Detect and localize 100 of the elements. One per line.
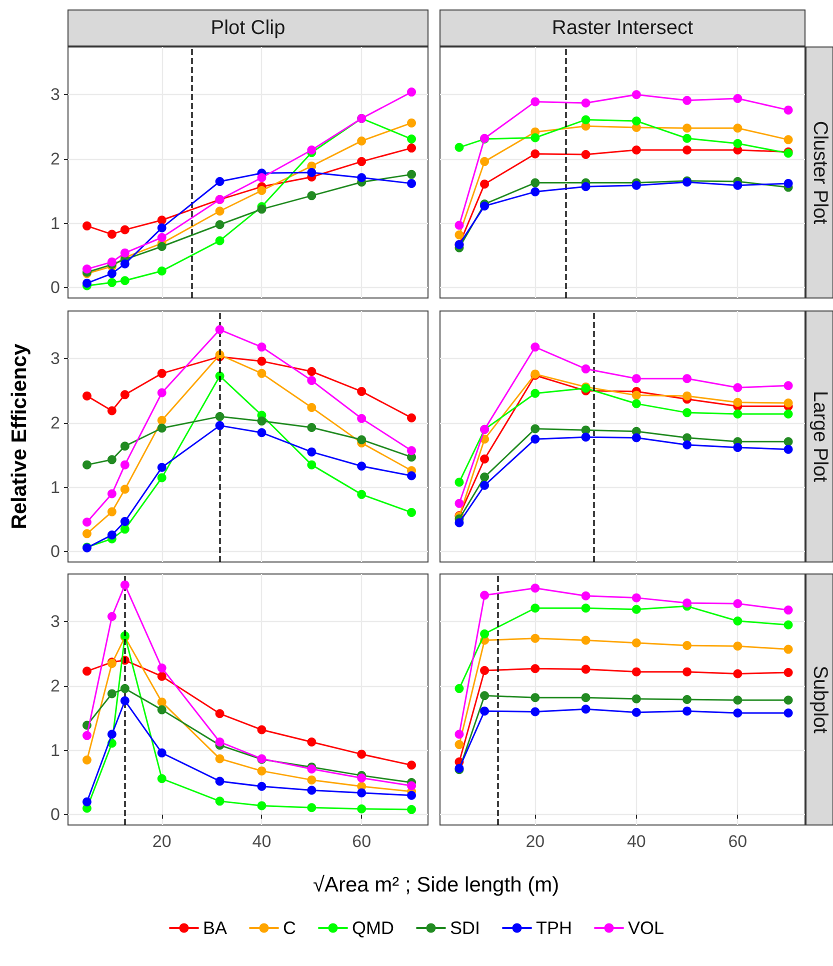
point — [733, 669, 742, 678]
point — [784, 106, 793, 115]
legend-label: VOL — [628, 918, 664, 938]
point — [530, 634, 540, 643]
point — [357, 750, 366, 759]
point — [307, 403, 316, 412]
point — [157, 698, 166, 707]
point — [107, 507, 116, 516]
point — [307, 775, 316, 784]
point — [107, 278, 116, 288]
x-tick-label: 40 — [252, 832, 272, 851]
point — [215, 325, 224, 334]
point — [107, 530, 116, 540]
point — [157, 368, 166, 378]
legend-label: BA — [202, 918, 227, 938]
point — [82, 391, 92, 400]
text: Cluster Plot — [809, 120, 831, 225]
point — [120, 248, 130, 258]
point — [632, 90, 641, 100]
point — [733, 124, 742, 133]
chart-title: Raster Intersect — [552, 17, 694, 39]
point — [107, 612, 116, 621]
point — [784, 668, 793, 677]
point — [407, 118, 416, 128]
point — [530, 707, 540, 716]
point — [480, 691, 490, 700]
point — [733, 599, 742, 608]
point — [454, 740, 464, 750]
point — [733, 616, 742, 626]
point — [733, 180, 742, 190]
y-tick-label: 1 — [50, 740, 60, 760]
point — [733, 642, 742, 651]
point — [107, 269, 116, 278]
point — [530, 664, 540, 674]
point — [157, 233, 166, 242]
point — [357, 173, 366, 182]
point — [215, 421, 224, 430]
y-tick-label: 3 — [50, 349, 60, 368]
point — [257, 342, 266, 352]
point — [784, 444, 793, 454]
point — [632, 180, 641, 190]
x-tick-label: 60 — [728, 832, 748, 851]
point — [215, 709, 224, 718]
point — [215, 737, 224, 746]
point — [581, 182, 590, 192]
point — [215, 776, 224, 786]
point — [581, 664, 590, 674]
point — [120, 524, 130, 534]
point — [632, 145, 641, 154]
point — [682, 408, 692, 418]
point — [530, 434, 540, 444]
point — [454, 684, 464, 694]
point — [107, 406, 116, 416]
point — [307, 786, 316, 795]
point — [581, 150, 590, 159]
point — [454, 230, 464, 240]
point — [120, 259, 130, 268]
point — [120, 460, 130, 470]
point — [632, 694, 641, 704]
point — [157, 388, 166, 398]
point — [407, 178, 416, 188]
point — [682, 134, 692, 143]
point — [157, 672, 166, 681]
point — [307, 803, 316, 812]
point — [581, 364, 590, 374]
point — [357, 804, 366, 814]
point — [357, 157, 366, 166]
x-tick-label: 20 — [526, 832, 545, 851]
point — [682, 440, 692, 450]
point — [407, 508, 416, 517]
point — [307, 168, 316, 177]
y-tick-label: 1 — [50, 478, 60, 497]
point — [682, 391, 692, 400]
point — [454, 498, 464, 508]
point — [215, 412, 224, 422]
point — [784, 606, 793, 615]
point — [107, 489, 116, 498]
point — [682, 145, 692, 154]
point — [215, 754, 224, 764]
point — [733, 409, 742, 418]
point — [120, 516, 130, 526]
point — [257, 725, 266, 734]
point — [257, 356, 266, 366]
point — [784, 644, 793, 654]
text: Large Plot — [809, 390, 831, 483]
point — [120, 276, 130, 286]
point — [120, 484, 130, 494]
point — [307, 447, 316, 456]
point — [733, 139, 742, 148]
point — [307, 145, 316, 154]
point — [632, 433, 641, 442]
point — [530, 133, 540, 142]
chart-title: Plot Clip — [210, 17, 286, 39]
point — [157, 462, 166, 472]
point — [82, 221, 92, 230]
x-axis-title: √Area m² ; Side length (m) — [312, 874, 560, 896]
point — [682, 598, 692, 608]
point — [530, 424, 540, 434]
point — [107, 689, 116, 698]
point — [257, 204, 266, 214]
